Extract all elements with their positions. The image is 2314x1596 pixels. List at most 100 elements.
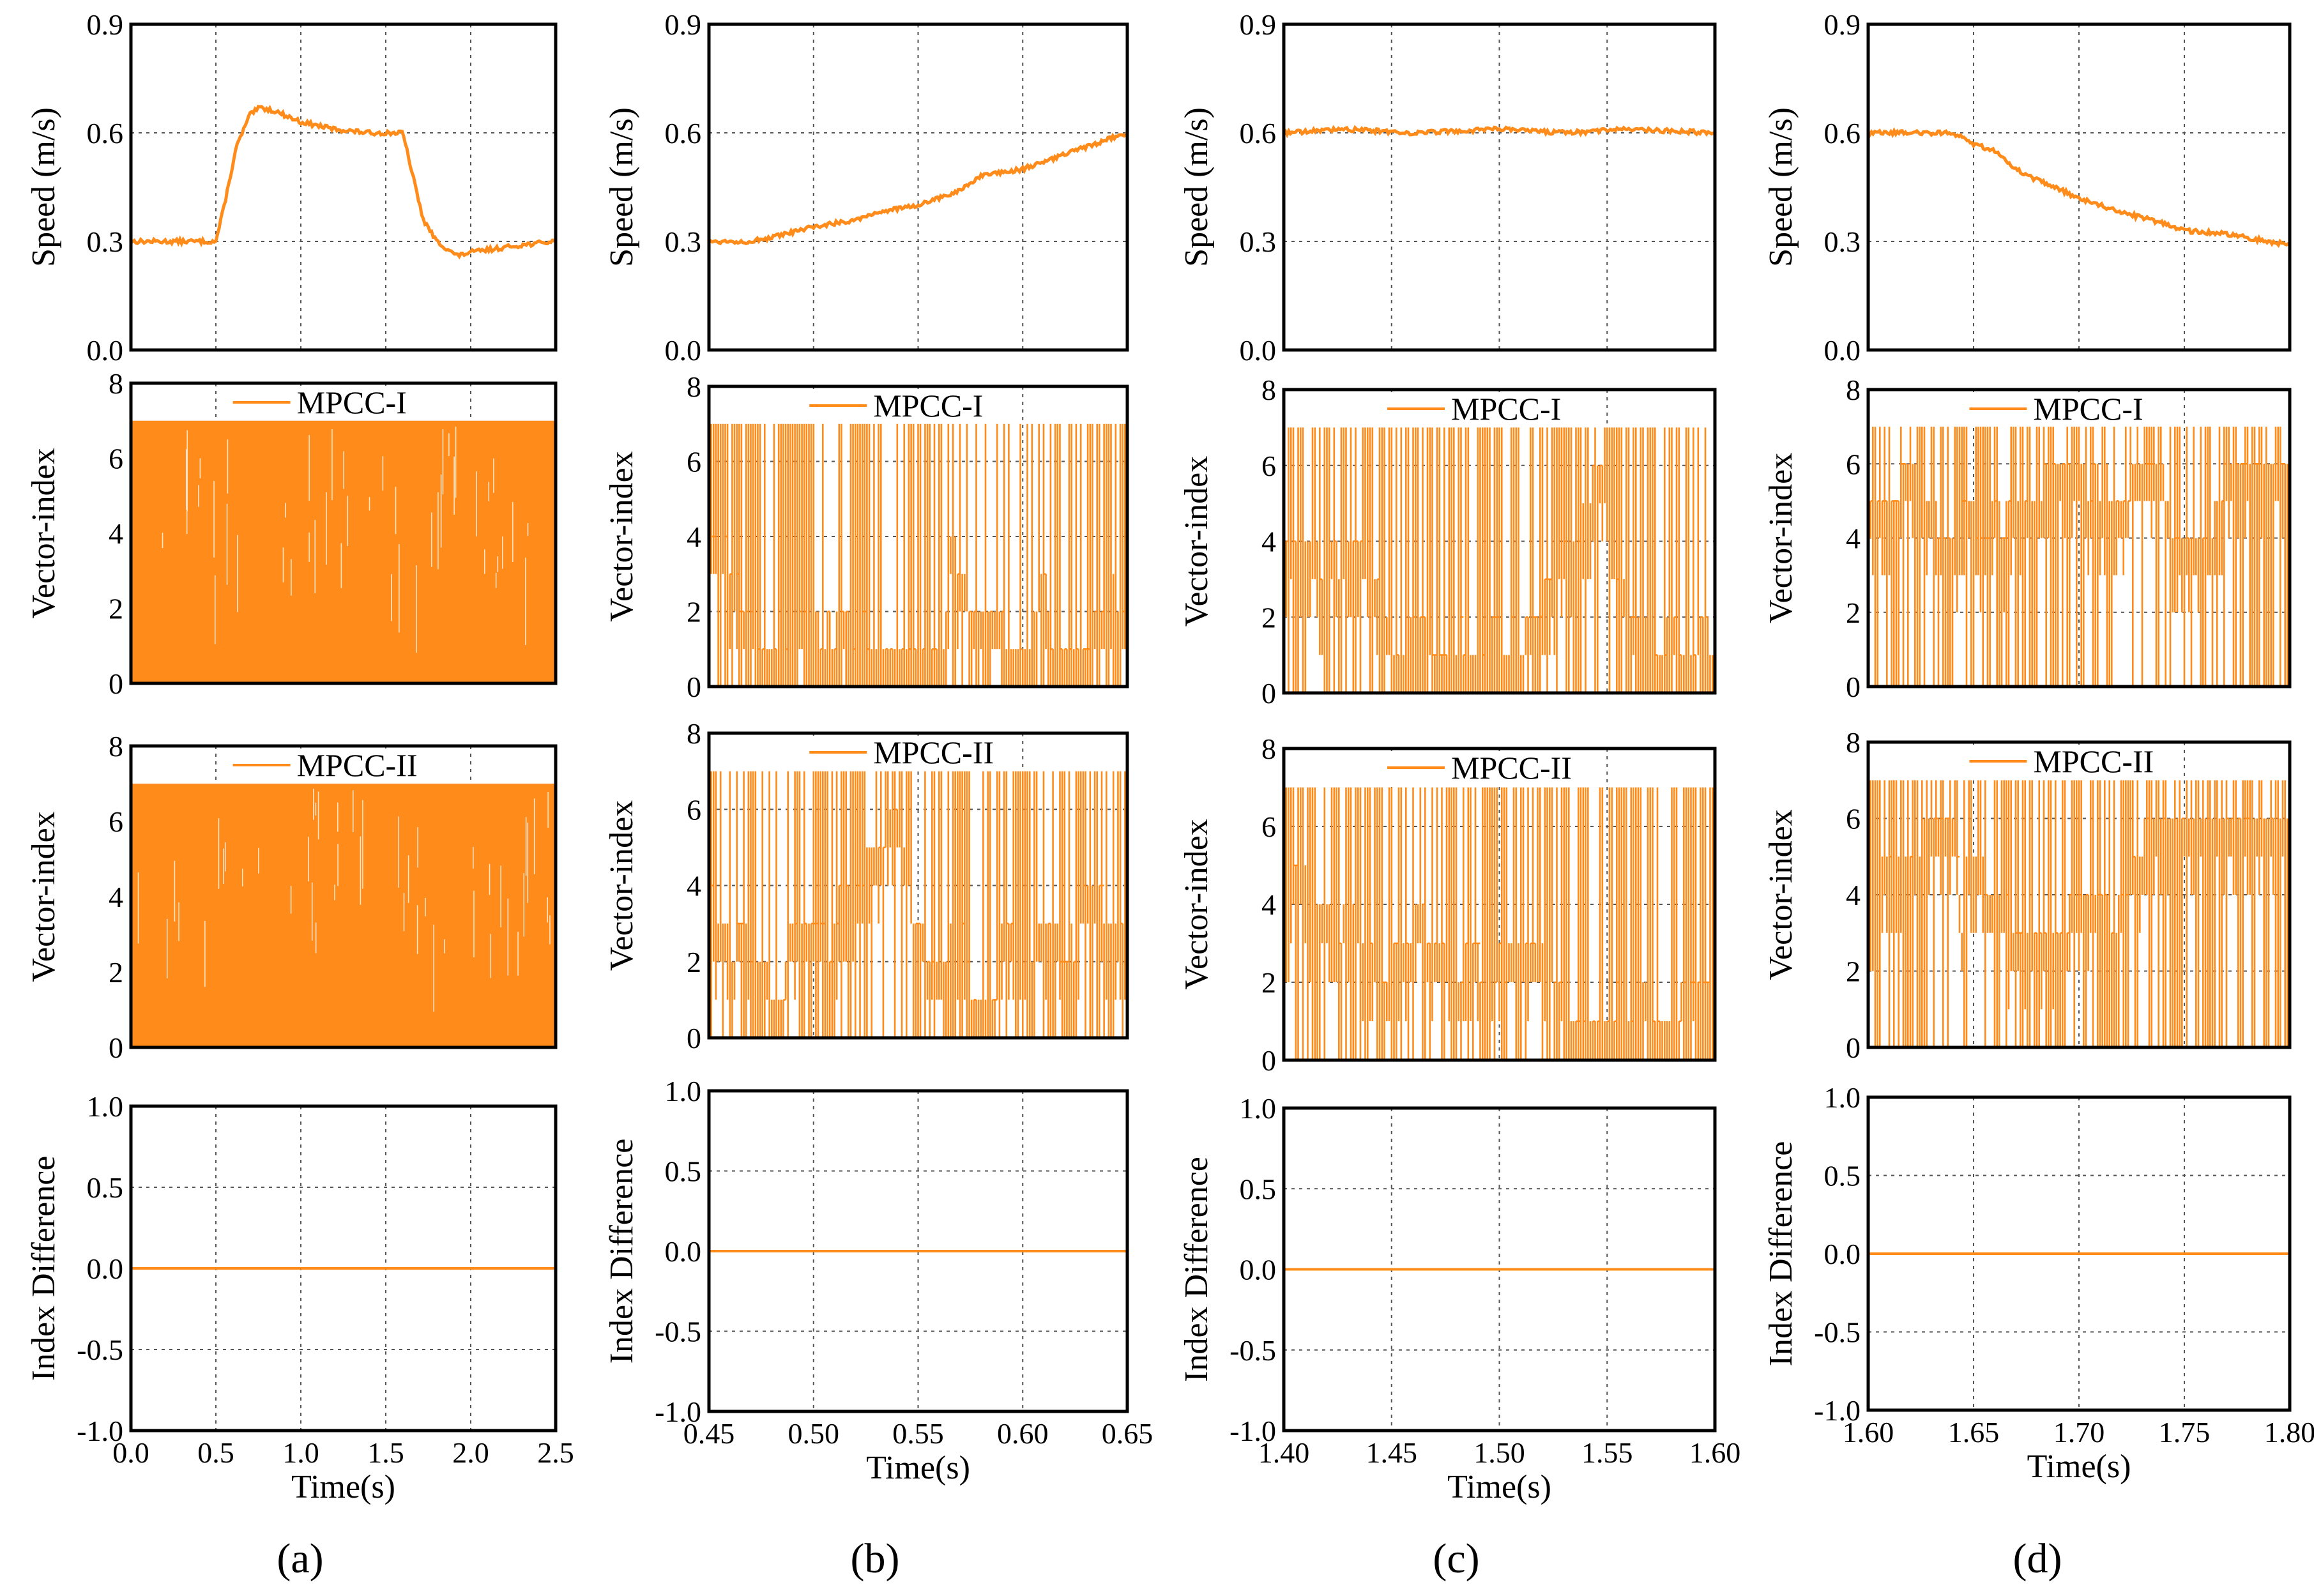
subplot-c-speed: 0.0 0.3 0.6 0.9 Speed (m/s) bbox=[1178, 8, 1717, 367]
x-tick-label: 1.55 bbox=[1581, 1436, 1633, 1469]
subplot-b-mpcc1: 0 2 4 6 8 Vector-index MPCC-I bbox=[604, 370, 1129, 703]
y-tick-label: 0.5 bbox=[1824, 1160, 1861, 1192]
y-axis-label: Vector-index bbox=[1763, 453, 1799, 624]
x-tick-label: 1.60 bbox=[1689, 1436, 1741, 1469]
y-tick-label: 0.0 bbox=[1240, 1254, 1277, 1286]
y-tick-label: -0.5 bbox=[1814, 1316, 1861, 1349]
series-line-c-speed-0 bbox=[1284, 125, 1715, 139]
plot-frame-a-mpcc1 bbox=[129, 381, 558, 685]
y-tick-label: -1.0 bbox=[655, 1395, 701, 1428]
y-tick-label: 0.0 bbox=[1824, 1238, 1861, 1270]
y-tick-label: 8 bbox=[1261, 733, 1276, 765]
y-axis-label: Index Difference bbox=[1178, 1157, 1215, 1382]
y-tick-label: 4 bbox=[1261, 888, 1276, 921]
y-tick-label: -0.5 bbox=[655, 1316, 701, 1348]
y-tick-label: 4 bbox=[687, 521, 701, 553]
plot-frame-a-speed bbox=[129, 22, 558, 352]
y-tick-label: 6 bbox=[109, 805, 123, 838]
y-tick-label: 0.6 bbox=[665, 117, 702, 149]
y-tick-label: 0.6 bbox=[1824, 117, 1861, 149]
x-tick-label: 1.65 bbox=[1948, 1416, 2000, 1448]
x-tick-label: 1.70 bbox=[2053, 1416, 2105, 1448]
y-axis-label: Vector-index bbox=[26, 811, 62, 982]
panel-label-c: (c) bbox=[1433, 1535, 1479, 1582]
x-tick-label: 1.50 bbox=[1473, 1436, 1525, 1469]
y-tick-label: 1.0 bbox=[1824, 1081, 1861, 1114]
x-tick-label: 1.40 bbox=[1258, 1436, 1310, 1469]
y-tick-label: 6 bbox=[1846, 803, 1861, 835]
y-tick-label: 8 bbox=[1846, 726, 1861, 759]
y-axis-label: Speed (m/s) bbox=[26, 107, 62, 267]
y-axis-label: Speed (m/s) bbox=[1763, 107, 1799, 267]
subplot-b-diff: -1.0 -0.5 0.0 0.5 1.0 0.45 0.50 0.55 0.60 0.65 Ind… bbox=[604, 1075, 1153, 1486]
x-tick-label: 1.0 bbox=[282, 1436, 319, 1469]
y-axis-label: Index Difference bbox=[1763, 1141, 1799, 1367]
y-tick-label: 0 bbox=[1846, 671, 1861, 703]
y-tick-label: -1.0 bbox=[1229, 1415, 1276, 1447]
x-tick-label: 1.45 bbox=[1366, 1436, 1418, 1469]
y-tick-label: -1.0 bbox=[77, 1415, 123, 1447]
switching-trace-d-mpcc1 bbox=[1868, 427, 2288, 687]
y-axis-label: Vector-index bbox=[1178, 456, 1215, 627]
y-tick-label: 8 bbox=[109, 730, 123, 763]
switching-trace-d-mpcc2 bbox=[1868, 780, 2288, 1047]
y-tick-label: 0.5 bbox=[87, 1171, 124, 1204]
x-tick-label: 1.5 bbox=[367, 1436, 404, 1469]
data-layer bbox=[709, 771, 1126, 1038]
x-tick-label: 2.0 bbox=[452, 1436, 489, 1469]
data-layer bbox=[1284, 125, 1715, 139]
y-tick-label: 0 bbox=[687, 671, 701, 703]
y-tick-label: -1.0 bbox=[1814, 1394, 1861, 1427]
y-axis-label: Vector-index bbox=[1178, 819, 1215, 990]
x-tick-label: 0.45 bbox=[683, 1417, 735, 1450]
plot-frame-b-speed bbox=[707, 22, 1129, 352]
y-axis-label: Vector-index bbox=[1763, 809, 1799, 980]
subplot-a-speed: 0.0 0.3 0.6 0.9 Speed (m/s) bbox=[26, 8, 558, 367]
y-tick-label: 2 bbox=[1261, 966, 1276, 999]
x-tick-label: 0.5 bbox=[197, 1436, 234, 1469]
data-layer bbox=[131, 104, 556, 260]
y-tick-label: 4 bbox=[109, 881, 123, 913]
subplot-d-diff: -1.0 -0.5 0.0 0.5 1.0 1.60 1.65 1.70 1.75 1.80 Ind… bbox=[1763, 1081, 2314, 1485]
y-tick-label: 0.9 bbox=[87, 8, 124, 41]
y-tick-label: -0.5 bbox=[77, 1334, 123, 1366]
y-tick-label: 1.0 bbox=[665, 1075, 702, 1107]
y-axis-label: Index Difference bbox=[604, 1139, 640, 1364]
plot-frame-a-diff bbox=[129, 1104, 558, 1433]
panel-label-d: (d) bbox=[2013, 1535, 2062, 1582]
plot-frame-b-mpcc1 bbox=[707, 384, 1129, 688]
y-tick-label: 0.6 bbox=[87, 117, 124, 149]
y-tick-label: 1.0 bbox=[1240, 1092, 1277, 1125]
y-axis-label: Speed (m/s) bbox=[604, 107, 640, 267]
y-tick-label: 0.0 bbox=[1824, 334, 1861, 367]
x-axis-label: Time(s) bbox=[291, 1469, 395, 1505]
y-tick-label: 6 bbox=[687, 793, 701, 826]
y-tick-label: 6 bbox=[109, 443, 123, 475]
x-tick-label: 0.55 bbox=[892, 1417, 944, 1450]
legend-label: MPCC-I bbox=[2033, 391, 2143, 427]
y-tick-label: 4 bbox=[1846, 879, 1861, 911]
x-tick-label: 0.65 bbox=[1102, 1417, 1153, 1450]
x-tick-label: 1.75 bbox=[2159, 1416, 2211, 1448]
switching-trace-c-mpcc2 bbox=[1284, 787, 1714, 1060]
subplot-c-mpcc2: 0 2 4 6 8 Vector-index MPCC-II bbox=[1178, 733, 1717, 1077]
y-tick-label: 0.5 bbox=[1240, 1173, 1277, 1205]
switching-band-a-mpcc2 bbox=[131, 784, 556, 1047]
x-tick-label: 2.5 bbox=[537, 1436, 574, 1469]
y-tick-label: 8 bbox=[687, 370, 701, 403]
plot-frame-c-diff bbox=[1282, 1106, 1717, 1433]
y-tick-label: 0.3 bbox=[87, 225, 124, 258]
y-axis-label: Vector-index bbox=[26, 448, 62, 619]
y-axis-label: Vector-index bbox=[604, 451, 640, 622]
data-layer bbox=[1284, 787, 1714, 1060]
y-tick-label: 2 bbox=[687, 946, 701, 978]
y-tick-label: 0 bbox=[109, 667, 123, 700]
data-layer bbox=[709, 131, 1127, 246]
y-tick-label: 0 bbox=[1846, 1031, 1861, 1064]
legend-label: MPCC-I bbox=[873, 388, 983, 423]
data-layer bbox=[1284, 427, 1714, 693]
switching-trace-c-mpcc1 bbox=[1284, 427, 1714, 693]
y-tick-label: 0.5 bbox=[665, 1155, 702, 1188]
subplot-a-mpcc2: 0 2 4 6 8 Vector-index MPCC-II bbox=[26, 730, 558, 1064]
